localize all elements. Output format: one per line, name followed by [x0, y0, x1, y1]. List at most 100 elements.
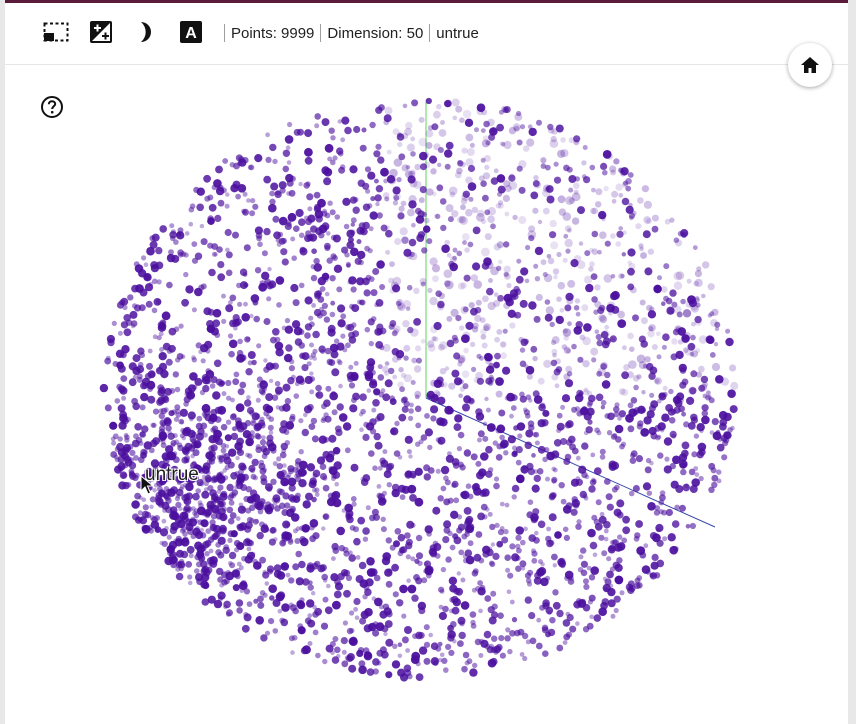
data-point	[239, 381, 247, 389]
data-point	[236, 448, 245, 457]
data-point	[397, 668, 406, 677]
selection-icon[interactable]	[43, 19, 69, 45]
data-point	[289, 175, 296, 182]
help-button[interactable]	[40, 95, 64, 119]
data-point	[157, 475, 166, 483]
data-point	[690, 302, 698, 311]
data-point	[265, 132, 270, 138]
data-point	[475, 408, 483, 416]
data-point	[581, 442, 589, 450]
data-point	[263, 358, 268, 363]
data-point	[651, 225, 659, 233]
data-point	[176, 231, 185, 240]
data-point	[681, 449, 689, 458]
data-point	[521, 632, 529, 640]
data-point	[465, 483, 472, 490]
data-point	[128, 378, 137, 387]
data-point	[175, 493, 181, 499]
data-point	[498, 635, 505, 642]
data-point	[383, 114, 392, 123]
label-text-icon[interactable]: A	[178, 19, 204, 45]
projection-canvas[interactable]	[5, 65, 848, 724]
data-point	[155, 246, 163, 255]
data-point	[516, 422, 526, 431]
data-point	[272, 328, 280, 336]
data-point	[508, 126, 517, 135]
data-point	[454, 414, 463, 423]
night-contrast-icon[interactable]	[88, 19, 114, 45]
data-point	[613, 406, 620, 413]
data-point	[311, 248, 317, 254]
data-point	[578, 241, 584, 246]
data-point	[280, 248, 288, 256]
data-point	[711, 474, 719, 482]
data-point	[194, 377, 203, 386]
data-point	[427, 340, 435, 348]
data-point	[414, 394, 420, 400]
data-point	[351, 373, 359, 382]
data-point	[578, 554, 584, 560]
data-point	[183, 271, 189, 278]
data-point	[162, 508, 168, 513]
data-point	[281, 534, 289, 542]
data-point	[441, 657, 448, 665]
data-point	[394, 238, 402, 245]
data-point	[375, 299, 384, 307]
data-point	[115, 349, 125, 358]
data-point	[519, 347, 526, 353]
data-point	[424, 413, 430, 419]
data-point	[235, 567, 241, 573]
data-point	[382, 393, 391, 402]
data-point	[649, 532, 658, 540]
data-point	[508, 181, 518, 190]
data-point	[725, 328, 731, 334]
data-point	[583, 323, 592, 332]
data-point	[150, 422, 156, 428]
data-point	[542, 409, 550, 417]
data-point	[397, 302, 406, 312]
data-point	[696, 450, 704, 459]
data-point	[332, 636, 339, 642]
data-point	[455, 105, 463, 113]
data-point	[504, 502, 510, 508]
data-point	[527, 124, 533, 129]
data-point	[550, 241, 559, 250]
data-point	[562, 328, 568, 334]
data-point	[392, 643, 398, 649]
data-point	[627, 260, 632, 266]
data-point	[557, 281, 566, 290]
data-point	[282, 403, 291, 412]
data-point	[656, 527, 661, 533]
data-point	[551, 466, 556, 472]
data-point	[367, 171, 376, 180]
data-point	[143, 262, 149, 267]
dark-mode-icon[interactable]	[133, 19, 159, 45]
data-point	[209, 383, 216, 389]
data-point	[444, 280, 451, 287]
data-point	[233, 371, 240, 378]
data-point	[438, 129, 447, 137]
data-point	[591, 514, 598, 521]
data-point	[243, 244, 251, 252]
home-button[interactable]	[788, 43, 832, 87]
data-point	[570, 259, 579, 268]
data-point	[384, 361, 390, 366]
data-point	[244, 537, 251, 544]
data-point	[295, 470, 303, 478]
data-point	[689, 522, 697, 530]
data-point	[552, 467, 558, 473]
x-axis-line	[425, 397, 716, 528]
data-point	[672, 395, 682, 405]
data-point	[453, 497, 460, 504]
data-point	[488, 133, 496, 141]
data-point	[565, 196, 574, 205]
divider	[224, 24, 225, 42]
data-point	[556, 609, 564, 618]
data-point	[582, 145, 588, 150]
data-point	[465, 133, 474, 142]
data-point	[196, 479, 204, 486]
data-point	[697, 442, 707, 452]
data-point	[243, 613, 252, 622]
data-point	[321, 403, 327, 410]
data-point	[337, 119, 342, 124]
